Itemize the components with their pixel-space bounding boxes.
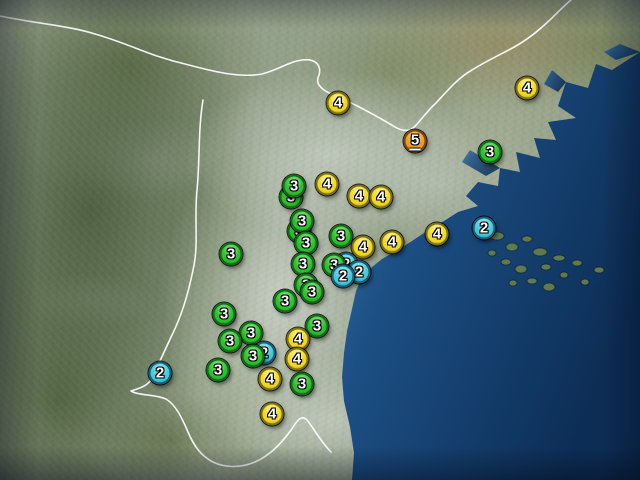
intensity-value: 3	[289, 177, 299, 195]
intensity-marker-3[interactable]: 3	[290, 372, 314, 396]
intensity-marker-4[interactable]: 4	[326, 91, 350, 115]
intensity-marker-4[interactable]: 4	[315, 172, 339, 196]
prefecture-boundary-north	[0, 0, 572, 132]
intensity-marker-4[interactable]: 4	[285, 347, 309, 371]
intensity-marker-4[interactable]: 4	[260, 402, 284, 426]
island	[514, 264, 528, 274]
intensity-value: 3	[280, 292, 290, 310]
intensity-value: 3	[301, 234, 311, 252]
island	[559, 271, 569, 279]
intensity-value: 3	[298, 255, 308, 273]
island	[521, 235, 533, 243]
intensity-value: 4	[376, 188, 386, 206]
island	[526, 277, 538, 285]
intensity-value: 2	[338, 267, 348, 285]
intensity-marker-4[interactable]: 4	[351, 235, 375, 259]
sea-inlet	[544, 70, 566, 92]
island	[571, 259, 583, 267]
intensity-marker-3[interactable]: 3	[329, 224, 353, 248]
intensity-value: 3	[246, 324, 256, 342]
intensity-marker-3[interactable]: 3	[239, 321, 263, 345]
intensity-marker-4[interactable]: 4	[515, 76, 539, 100]
intensity-value: 4	[358, 238, 368, 256]
intensity-value: 4	[333, 94, 343, 112]
intensity-marker-3[interactable]: 3	[294, 231, 318, 255]
intensity-marker-4[interactable]: 4	[258, 367, 282, 391]
intensity-value: 3	[297, 375, 307, 393]
intensity-value: 3	[226, 245, 236, 263]
intensity-value: 3	[336, 227, 346, 245]
island	[532, 247, 548, 257]
intensity-value: 3	[213, 361, 223, 379]
intensity-marker-2[interactable]: 2	[331, 264, 355, 288]
intensity-marker-3[interactable]: 3	[212, 302, 236, 326]
intensity-value: 3	[312, 317, 322, 335]
island	[508, 279, 518, 287]
intensity-marker-3[interactable]: 3	[241, 344, 265, 368]
intensity-marker-4[interactable]: 4	[380, 230, 404, 254]
intensity-marker-2[interactable]: 2	[472, 216, 496, 240]
intensity-value: 4	[322, 175, 332, 193]
intensity-marker-4[interactable]: 4	[425, 222, 449, 246]
intensity-marker-3[interactable]: 3	[478, 140, 502, 164]
intensity-value: 2	[342, 257, 350, 272]
intensity-marker-3[interactable]: 3	[300, 280, 324, 304]
intensity-marker-3[interactable]: 3	[305, 314, 329, 338]
intensity-value: 4	[522, 79, 532, 97]
intensity-marker-3[interactable]: 3	[218, 329, 242, 353]
intensity-value: 3	[485, 143, 495, 161]
intensity-value: 3	[219, 305, 229, 323]
intensity-value: 3	[307, 283, 317, 301]
intensity-value: 4	[387, 233, 397, 251]
intensity-marker-2[interactable]: 2	[148, 361, 172, 385]
intensity-marker-3[interactable]: 3	[273, 289, 297, 313]
island	[593, 266, 605, 274]
intensity-marker-3[interactable]: 3	[219, 242, 243, 266]
intensity-value: 4	[292, 350, 302, 368]
intensity-value: 3	[329, 256, 339, 274]
island	[580, 278, 590, 286]
intensity-marker-4[interactable]: 4	[286, 327, 310, 351]
island	[552, 254, 566, 262]
intensity-lower-underline	[409, 148, 421, 150]
island	[500, 258, 512, 266]
intensity-value: 4	[354, 187, 364, 205]
intensity-value: 3	[248, 347, 258, 365]
island	[505, 242, 519, 252]
island	[542, 282, 556, 292]
intensity-value: 3	[297, 212, 307, 230]
intensity-value: 2	[354, 263, 364, 281]
intensity-value: 3	[225, 332, 235, 350]
intensity-marker-4[interactable]: 4	[347, 184, 371, 208]
intensity-value: 4	[265, 370, 275, 388]
sea-pacific	[342, 52, 640, 480]
island	[487, 249, 497, 257]
intensity-value: 4	[293, 330, 303, 348]
intensity-value: 4	[267, 405, 277, 423]
intensity-marker-3[interactable]: 3	[282, 174, 306, 198]
intensity-marker-3[interactable]: 3	[291, 252, 315, 276]
intensity-marker-4[interactable]: 4	[369, 185, 393, 209]
intensity-marker-3[interactable]: 3	[206, 358, 230, 382]
intensity-value: 5	[410, 131, 420, 148]
intensity-value: 4	[432, 225, 442, 243]
island	[540, 263, 552, 271]
intensity-marker-3[interactable]: 3	[290, 209, 314, 233]
intensity-marker-5-[interactable]: 5	[403, 129, 427, 153]
intensity-value: 2	[155, 364, 165, 382]
intensity-value: 2	[479, 219, 489, 237]
